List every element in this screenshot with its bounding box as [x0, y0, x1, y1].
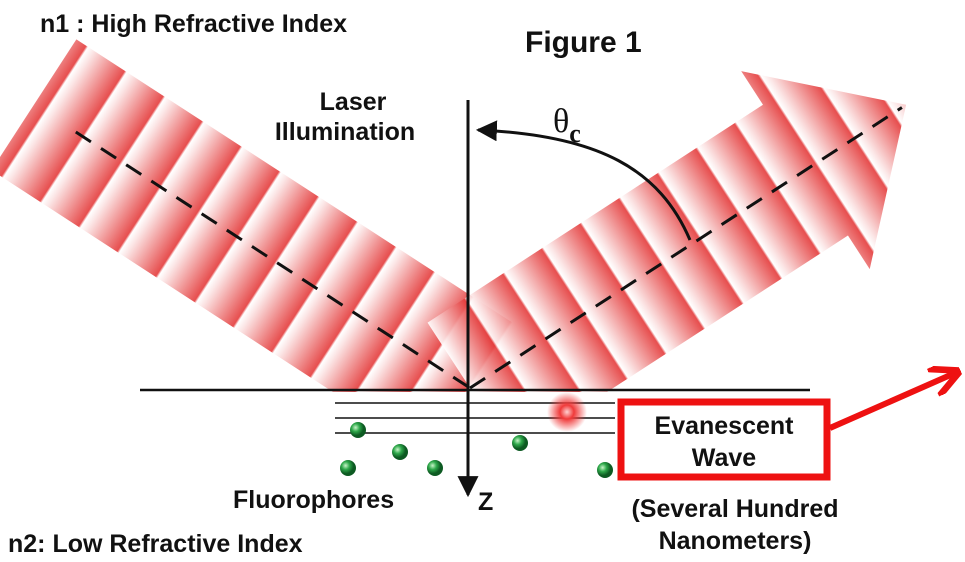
fluorophore: [512, 435, 528, 451]
laser-label: Illumination: [275, 118, 415, 146]
depth-label: (Several Hundred: [631, 495, 838, 523]
angle-symbol: θ: [553, 103, 569, 140]
fluorophore: [340, 460, 356, 476]
evanescent-label: Evanescent: [655, 412, 795, 440]
fluorophore: [597, 462, 613, 478]
fluorophore: [427, 460, 443, 476]
excited-fluorophore: [547, 392, 587, 432]
axis-label: Z: [478, 488, 493, 516]
medium-label: n2: Low Refractive Index: [8, 530, 303, 558]
page: {"header": {"title": "Figure 1"}, "media…: [0, 0, 965, 562]
title: Figure 1: [525, 26, 642, 59]
evanescent-label: Wave: [692, 444, 756, 472]
fluorophore: [392, 444, 408, 460]
fluorophores-label: Fluorophores: [233, 486, 394, 514]
laser-label: Laser: [320, 88, 387, 116]
incident-beam: [0, 39, 512, 453]
diagram: n1 : High Refractive Index Figure 1 Lase…: [0, 0, 965, 562]
medium-label: n1 : High Refractive Index: [40, 10, 347, 38]
angle-subscript: c: [569, 119, 581, 148]
depth-label: Nanometers): [659, 527, 812, 555]
fluorophore: [350, 422, 366, 438]
